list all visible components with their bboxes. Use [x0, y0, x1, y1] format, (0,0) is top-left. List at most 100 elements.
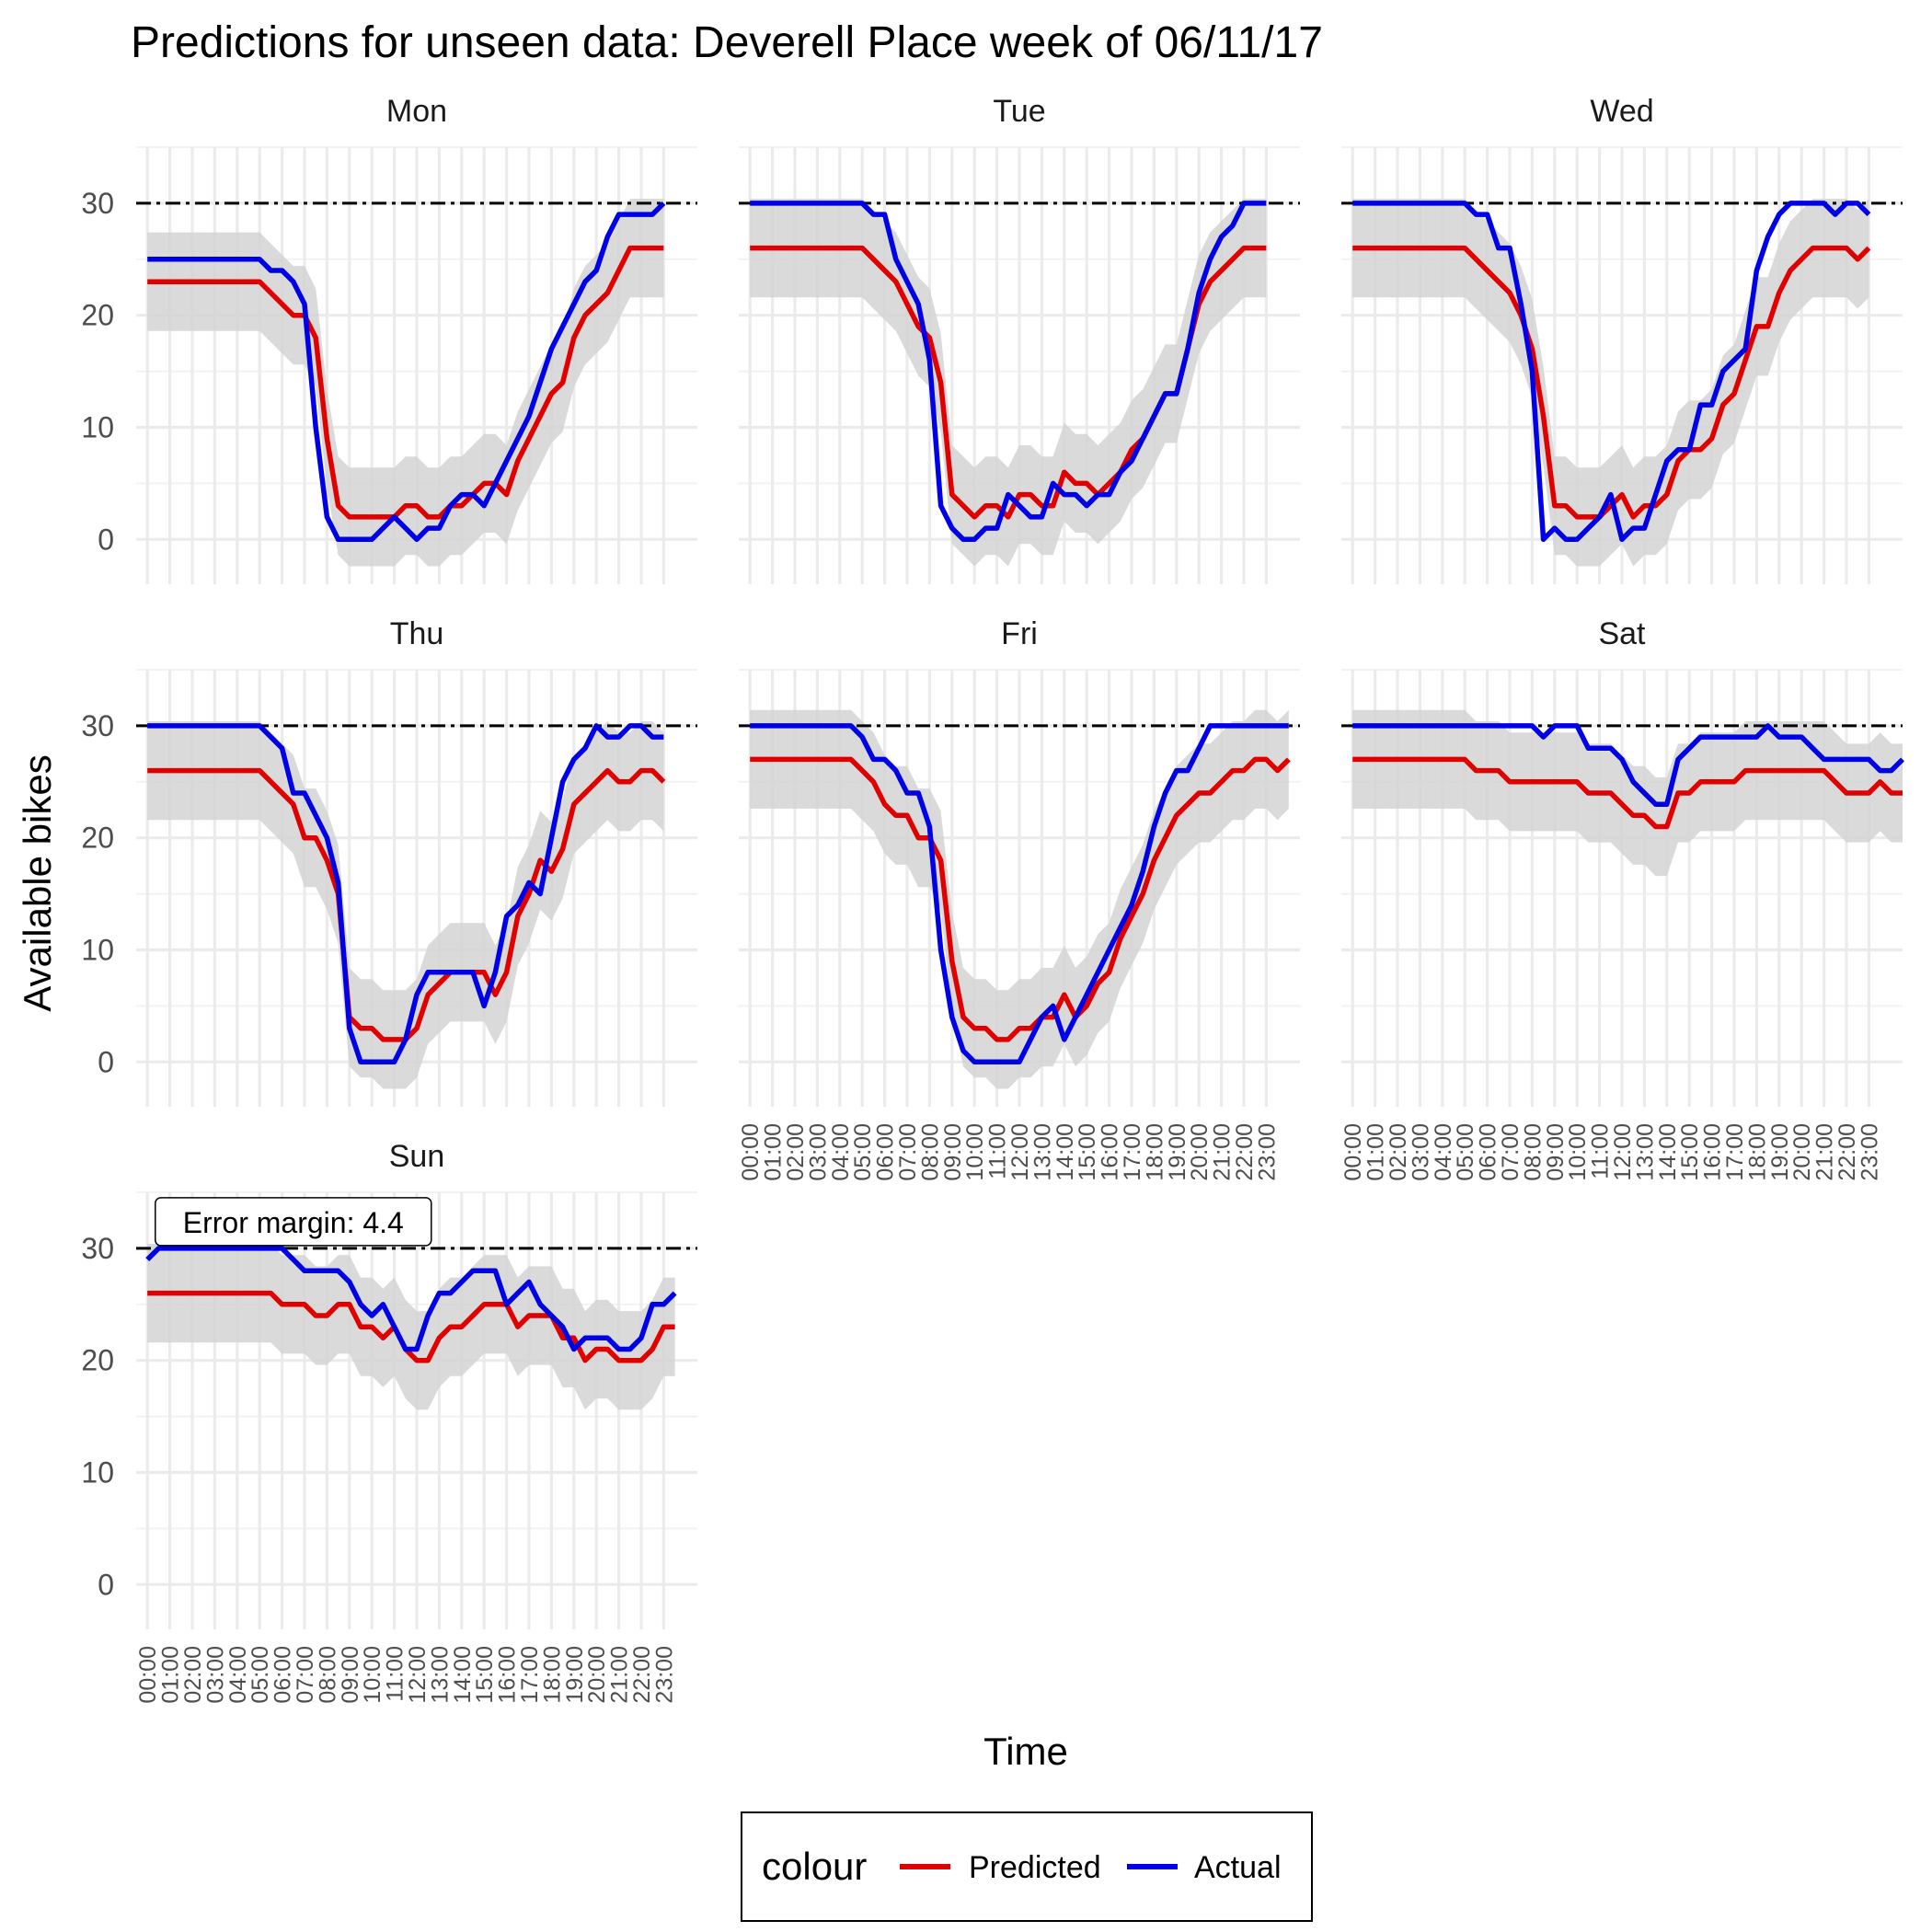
x-tick-label: 19:00	[1165, 1123, 1190, 1181]
x-tick-label: 17:00	[1120, 1123, 1145, 1181]
panel-sat: Sat 00:0001:0002:0003:0004:0005:0006:0007…	[1340, 616, 1904, 1181]
strip-label: Tue	[993, 94, 1045, 129]
y-tick-label: 20	[81, 822, 114, 855]
x-tick-label: 13:00	[1632, 1123, 1658, 1181]
x-tick-label: 09:00	[1543, 1123, 1569, 1181]
x-tick-label: 11:00	[383, 1646, 408, 1702]
panel-wed: Wed	[1341, 94, 1903, 584]
x-tick-label: 12:00	[405, 1646, 431, 1704]
x-tick-label: 08:00	[1520, 1123, 1546, 1181]
error-band	[1352, 199, 1869, 567]
y-tick-label: 20	[81, 1344, 114, 1377]
x-tick-label: 10:00	[360, 1646, 385, 1704]
x-tick-label: 19:00	[562, 1646, 588, 1704]
x-tick-label: 21:00	[607, 1646, 633, 1704]
y-tick-label: 30	[81, 709, 114, 742]
error-band	[147, 721, 664, 1089]
panel-sun: Sun 0 10 20 30 00:0001:0002:0003:0004:0005:00…	[81, 1139, 697, 1704]
x-tick-label: 23:00	[1254, 1123, 1280, 1181]
x-axis-title: Time	[983, 1730, 1068, 1773]
panel-thu: Thu 0 10 20 30	[81, 616, 697, 1107]
y-tick-label: 10	[81, 1455, 114, 1489]
x-tick-label: 00:00	[738, 1123, 764, 1181]
legend-box	[741, 1811, 1313, 1922]
actual-line	[1352, 201, 1871, 543]
strip-label: Wed	[1590, 94, 1653, 129]
x-tick-label: 14:00	[450, 1646, 476, 1704]
x-tick-label: 15:00	[1677, 1123, 1703, 1181]
x-tick-label: 01:00	[761, 1123, 787, 1181]
x-tick-label: 03:00	[1408, 1123, 1433, 1181]
x-tick-label: 07:00	[1498, 1123, 1524, 1181]
panel-mon: Mon 0 10 20 30	[81, 94, 697, 584]
x-tick-label: 07:00	[895, 1123, 921, 1181]
strip-label: Fri	[1001, 616, 1038, 651]
x-tick-label: 03:00	[805, 1123, 831, 1181]
chart-title: Predictions for unseen data: Deverell Pl…	[131, 18, 1323, 67]
x-tick-label: 07:00	[293, 1646, 318, 1704]
x-tick-label: 22:00	[1232, 1123, 1258, 1181]
x-tick-label: 09:00	[338, 1646, 363, 1704]
x-tick-label: 06:00	[1476, 1123, 1501, 1181]
strip-label: Sat	[1598, 616, 1646, 651]
x-tick-label: 20:00	[1789, 1123, 1815, 1181]
y-tick-label: 30	[81, 1232, 114, 1265]
x-tick-label: 10:00	[962, 1123, 988, 1181]
x-tick-label: 23:00	[651, 1646, 677, 1704]
x-tick-label: 22:00	[1834, 1123, 1860, 1181]
x-tick-label: 23:00	[1857, 1123, 1882, 1181]
x-tick-label: 12:00	[1610, 1123, 1636, 1181]
predicted-line	[750, 756, 1291, 1042]
y-tick-label: 0	[98, 1568, 114, 1601]
x-tick-label: 22:00	[629, 1646, 655, 1704]
x-tick-label: 17:00	[517, 1646, 543, 1704]
x-tick-label: 04:00	[1431, 1123, 1456, 1181]
annotation-box	[155, 1197, 432, 1247]
actual-line	[750, 723, 1289, 1065]
x-tick-label: 00:00	[1340, 1123, 1366, 1181]
error-band	[750, 199, 1267, 567]
x-tick-label: 20:00	[584, 1646, 610, 1704]
actual-line	[147, 723, 664, 1065]
x-tick-label: 20:00	[1187, 1123, 1213, 1181]
y-tick-label: 0	[98, 523, 114, 556]
strip-label: Sun	[389, 1139, 445, 1174]
x-tick-label: 02:00	[1386, 1123, 1411, 1181]
x-tick-label: 01:00	[158, 1646, 184, 1704]
panel-tue: Tue	[739, 94, 1300, 584]
y-tick-label: 30	[81, 187, 114, 220]
y-tick-label: 20	[81, 299, 114, 332]
x-tick-label: 18:00	[1744, 1123, 1770, 1181]
x-tick-label: 04:00	[225, 1646, 251, 1704]
x-tick-label: 06:00	[270, 1646, 296, 1704]
x-tick-label: 01:00	[1363, 1123, 1389, 1181]
x-tick-label: 13:00	[1029, 1123, 1055, 1181]
x-tick-label: 16:00	[1098, 1123, 1123, 1181]
x-tick-label: 08:00	[315, 1646, 340, 1704]
x-tick-label: 02:00	[180, 1646, 206, 1704]
x-tick-label: 18:00	[539, 1646, 565, 1704]
x-tick-label: 03:00	[202, 1646, 228, 1704]
error-band	[147, 1244, 675, 1410]
y-tick-label: 0	[98, 1045, 114, 1078]
x-tick-label: 11:00	[1588, 1123, 1614, 1179]
x-tick-label: 21:00	[1812, 1123, 1838, 1181]
actual-line	[750, 201, 1267, 543]
x-tick-label: 05:00	[247, 1646, 273, 1704]
x-tick-label: 02:00	[783, 1123, 809, 1181]
legend-label-actual: Actual	[1194, 1850, 1282, 1885]
x-tick-label: 15:00	[1075, 1123, 1100, 1181]
legend-label-predicted: Predicted	[969, 1850, 1101, 1885]
x-tick-label: 05:00	[1453, 1123, 1478, 1181]
annotation-label: Error margin: 4.4	[183, 1206, 404, 1239]
x-tick-label: 18:00	[1142, 1123, 1167, 1181]
predicted-line	[147, 1290, 675, 1363]
actual-line	[145, 1246, 677, 1352]
x-tick-label: 04:00	[828, 1123, 854, 1181]
x-tick-label: 05:00	[850, 1123, 876, 1181]
strip-label: Thu	[390, 616, 444, 651]
actual-line	[1352, 723, 1904, 807]
x-tick-label: 16:00	[495, 1646, 521, 1704]
